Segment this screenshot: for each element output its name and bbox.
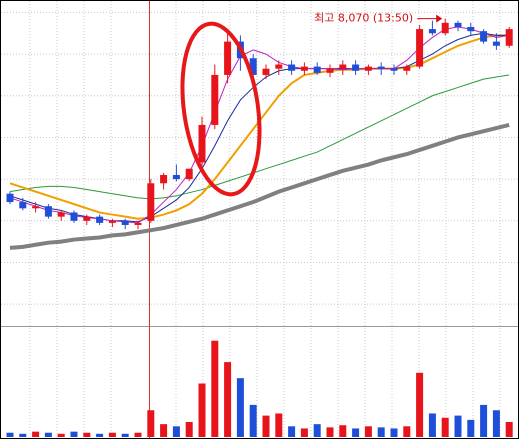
candle-body: [57, 212, 65, 217]
candle-body: [441, 22, 449, 34]
volume-bar: [198, 383, 206, 437]
candle-body: [185, 168, 193, 180]
volume-panel: [6, 340, 513, 437]
volume-bar: [147, 410, 155, 437]
volume-bar: [224, 362, 232, 437]
volume-bar: [134, 432, 142, 437]
candle-body: [172, 174, 180, 180]
volume-bar: [313, 424, 321, 437]
candle-body: [364, 66, 372, 71]
volume-bar: [96, 433, 104, 437]
volume-bar: [121, 433, 129, 437]
candle-body: [108, 220, 116, 223]
volume-bar: [352, 428, 360, 437]
candle-body: [403, 66, 411, 71]
volume-bar: [275, 413, 283, 437]
volume-bar: [32, 431, 40, 437]
candle-body: [32, 206, 40, 209]
candle-body: [416, 29, 424, 67]
volume-bar: [211, 340, 219, 437]
volume-bar: [505, 422, 513, 437]
volume-bar: [236, 378, 244, 437]
candle-body: [275, 64, 283, 69]
candle-body: [505, 29, 513, 46]
volume-bar: [108, 432, 116, 437]
volume-bar: [467, 419, 475, 437]
volume-bar: [288, 426, 296, 437]
volume-bar: [57, 433, 65, 437]
candle-body: [147, 183, 155, 221]
candle-body: [377, 66, 385, 69]
candle-body: [96, 216, 104, 223]
volume-bar: [403, 426, 411, 437]
volume-bar: [454, 415, 462, 437]
candle-body: [339, 64, 347, 69]
candle-body: [224, 41, 232, 75]
moving-average: [9, 123, 510, 250]
candle-body: [454, 22, 462, 28]
volume-bar: [262, 415, 270, 437]
candle-body: [134, 222, 142, 225]
candle-body: [326, 68, 334, 73]
candle-body: [492, 41, 500, 46]
candle-body: [262, 68, 270, 75]
candle-body: [6, 193, 14, 203]
candle-body: [83, 216, 91, 221]
candle-body: [198, 124, 206, 163]
candle-body: [44, 206, 52, 217]
annotation: 최고 8,070 (13:50): [314, 12, 443, 25]
volume-bar: [160, 424, 168, 437]
volume-bar: [416, 372, 424, 437]
volume-bar: [83, 432, 91, 437]
annotation-text: 최고 8,070 (13:50): [314, 12, 413, 25]
candle-body: [211, 74, 219, 125]
annotation-arrowhead: [436, 14, 443, 23]
volume-bar: [390, 428, 398, 437]
candle-body: [288, 64, 296, 71]
volume-bar: [172, 426, 180, 437]
candle-body: [160, 174, 168, 184]
volume-bar: [364, 426, 372, 437]
volume-bar: [377, 427, 385, 437]
candle-body: [428, 29, 436, 34]
candle-body: [19, 202, 27, 209]
volume-bar: [326, 427, 334, 437]
volume-bar: [249, 404, 257, 437]
volume-bar: [428, 413, 436, 437]
volume-bar: [19, 433, 27, 437]
candle-body: [352, 64, 360, 71]
candle-body: [121, 220, 129, 225]
volume-bar: [6, 432, 14, 437]
candle-body: [70, 212, 78, 221]
volume-bar: [339, 425, 347, 437]
moving-average: [9, 74, 510, 200]
candle-body: [249, 58, 257, 75]
highlight-ellipse: [180, 21, 262, 197]
volume-bar: [44, 432, 52, 437]
volume-bar: [300, 428, 308, 437]
candle-body: [390, 68, 398, 71]
volume-bar: [492, 410, 500, 437]
candle-body: [467, 27, 475, 32]
volume-bar: [185, 422, 193, 437]
volume-bar: [70, 431, 78, 437]
candle-body: [480, 31, 488, 42]
moving-average: [9, 32, 510, 223]
candle-body: [313, 66, 321, 73]
volume-bar: [480, 404, 488, 437]
candle-body: [300, 66, 308, 71]
moving-average: [9, 26, 510, 224]
volume-bar: [441, 417, 449, 437]
